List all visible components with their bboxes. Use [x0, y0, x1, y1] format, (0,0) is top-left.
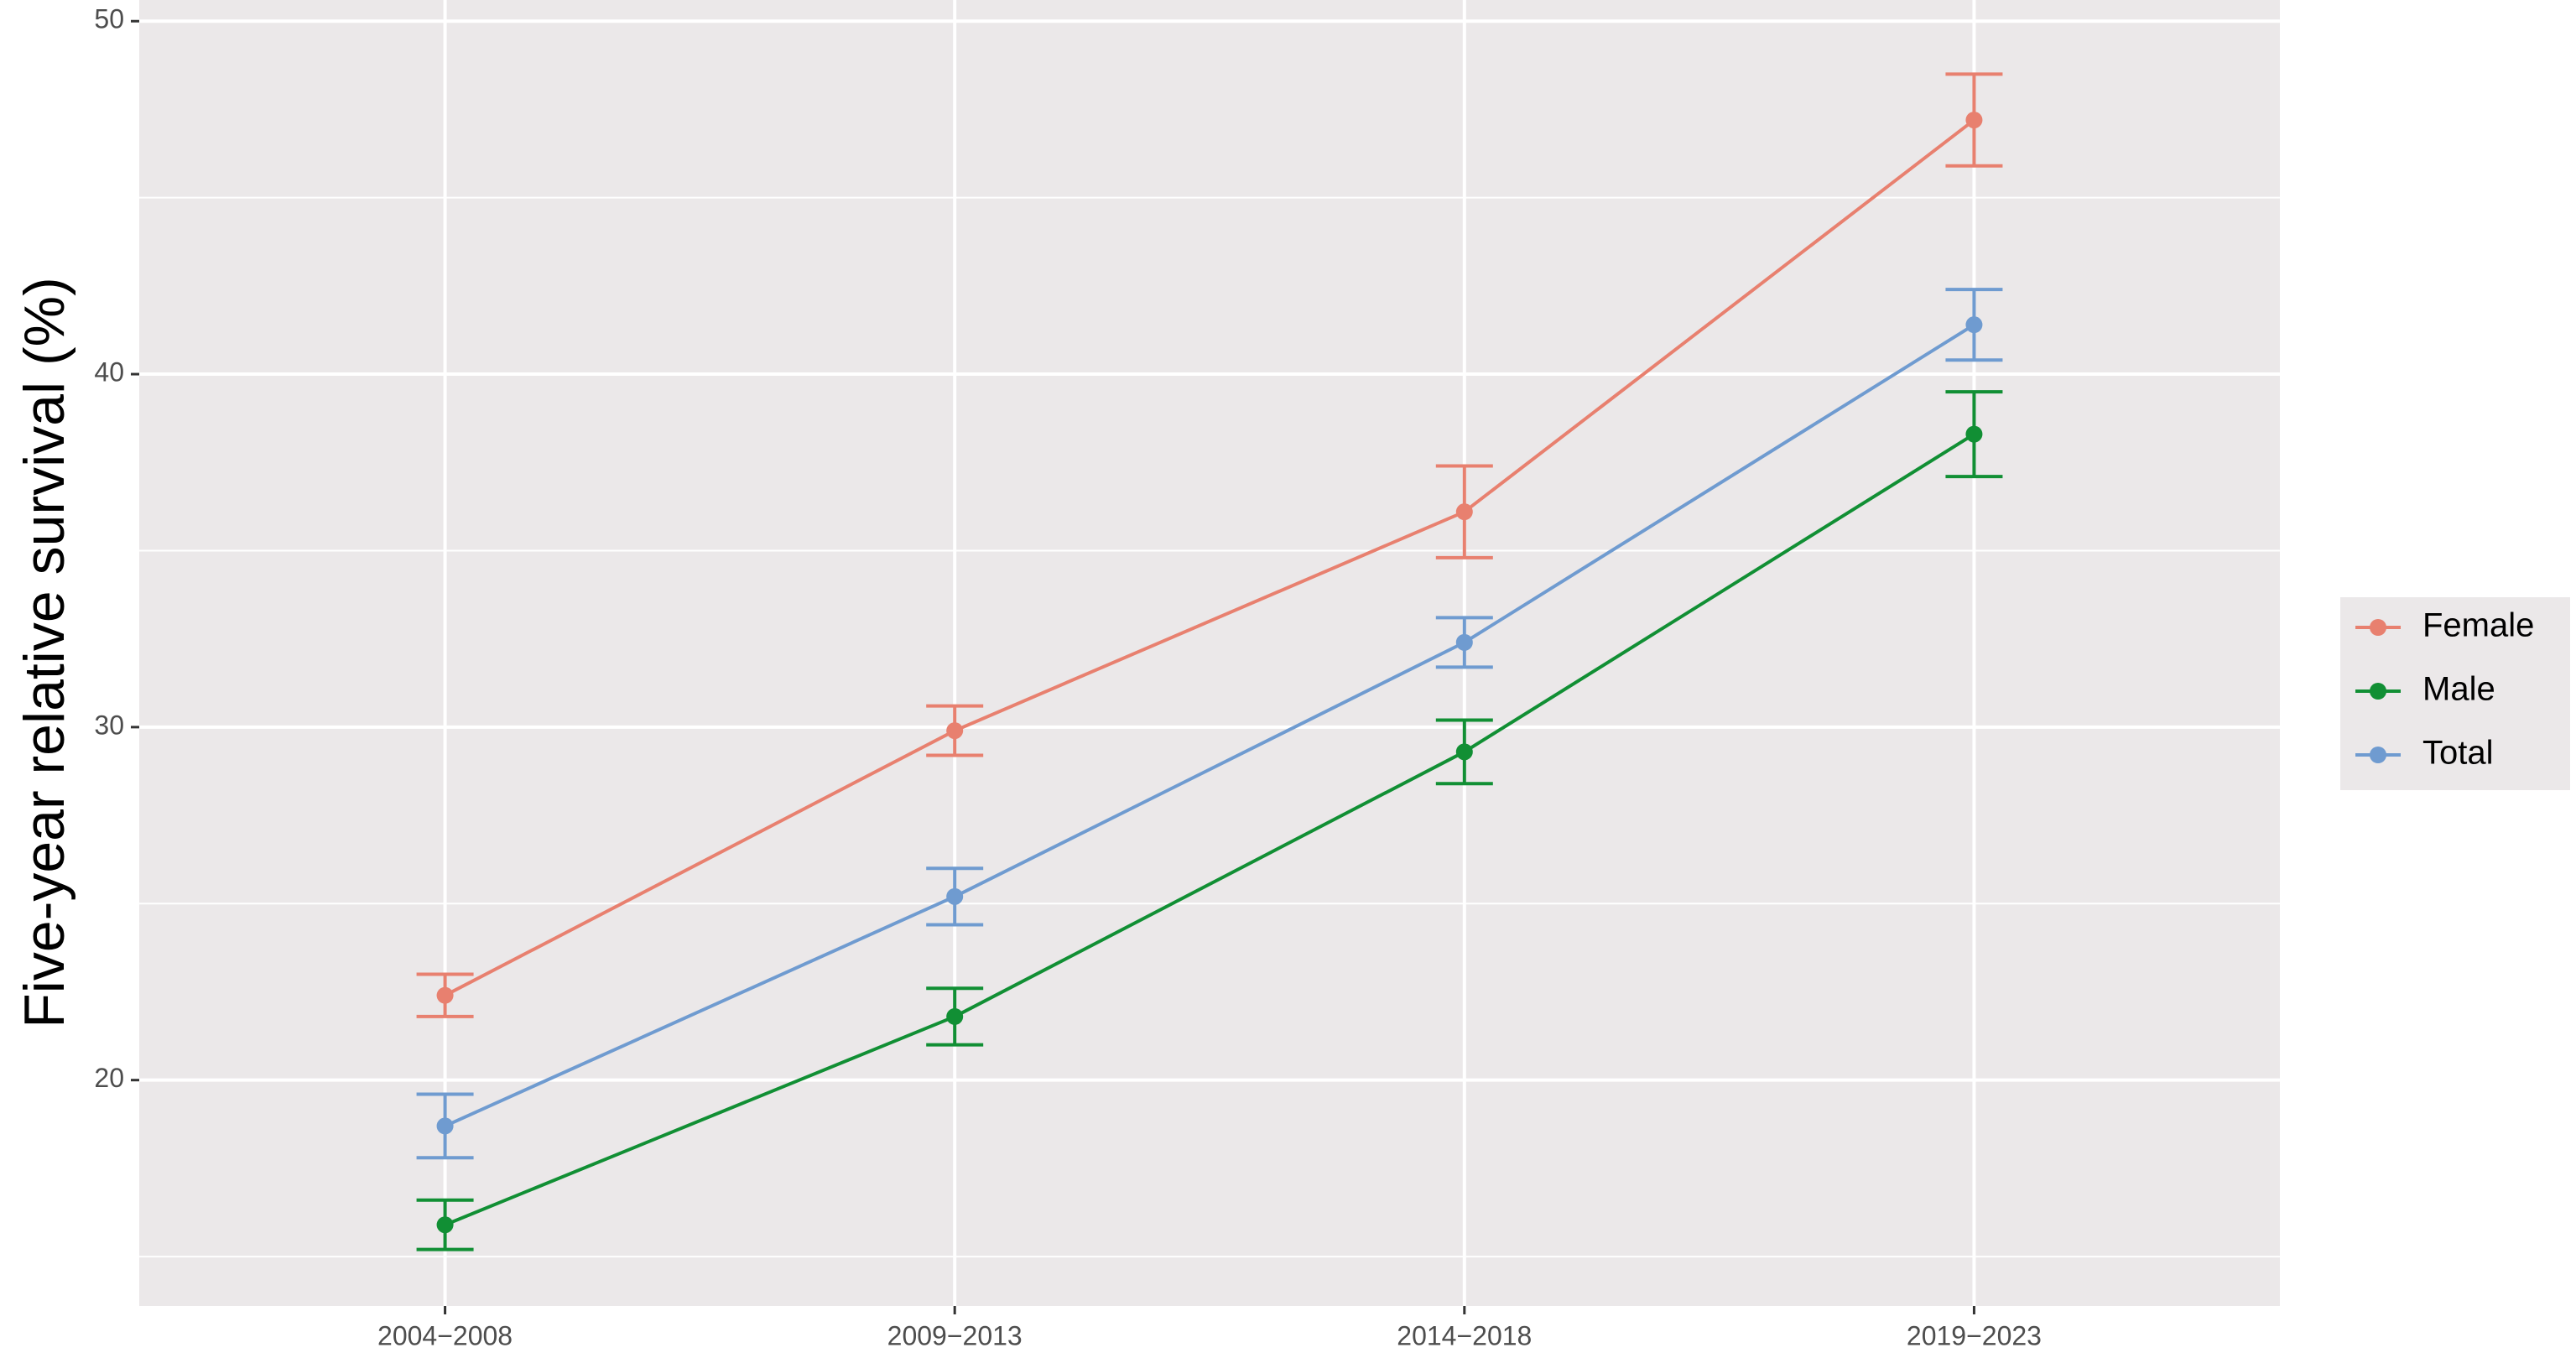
- legend-point: [2370, 747, 2386, 763]
- x-tick-label: 2004−2008: [377, 1320, 513, 1350]
- point: [436, 1216, 454, 1234]
- legend-label: Female: [2422, 607, 2534, 644]
- series-line: [444, 118, 1975, 997]
- plot-panel: [139, 0, 2280, 1306]
- point: [1455, 743, 1473, 761]
- legend-point: [2370, 683, 2386, 700]
- y-tick-label: 50: [94, 4, 124, 34]
- point: [946, 887, 964, 905]
- x-tick-label: 2014−2018: [1397, 1320, 1532, 1350]
- point: [1965, 425, 1983, 443]
- point: [1965, 112, 1983, 129]
- series-line: [444, 323, 1975, 1128]
- legend-label: Male: [2422, 671, 2495, 708]
- point: [1455, 633, 1473, 651]
- x-tick-label: 2019−2023: [1907, 1320, 2042, 1350]
- point: [1965, 316, 1983, 334]
- legend-point: [2370, 619, 2386, 636]
- point: [946, 1007, 964, 1025]
- series-line: [444, 432, 1975, 1227]
- y-tick-label: 20: [94, 1063, 124, 1093]
- y-tick-label: 40: [94, 357, 124, 388]
- x-tick-label: 2009−2013: [887, 1320, 1023, 1350]
- point: [1455, 503, 1473, 521]
- point: [436, 1117, 454, 1135]
- legend-label: Total: [2422, 735, 2494, 772]
- y-axis-title: Five-year relative survival (%): [13, 277, 76, 1028]
- y-tick-label: 30: [94, 710, 124, 740]
- point: [946, 722, 964, 740]
- point: [436, 986, 454, 1004]
